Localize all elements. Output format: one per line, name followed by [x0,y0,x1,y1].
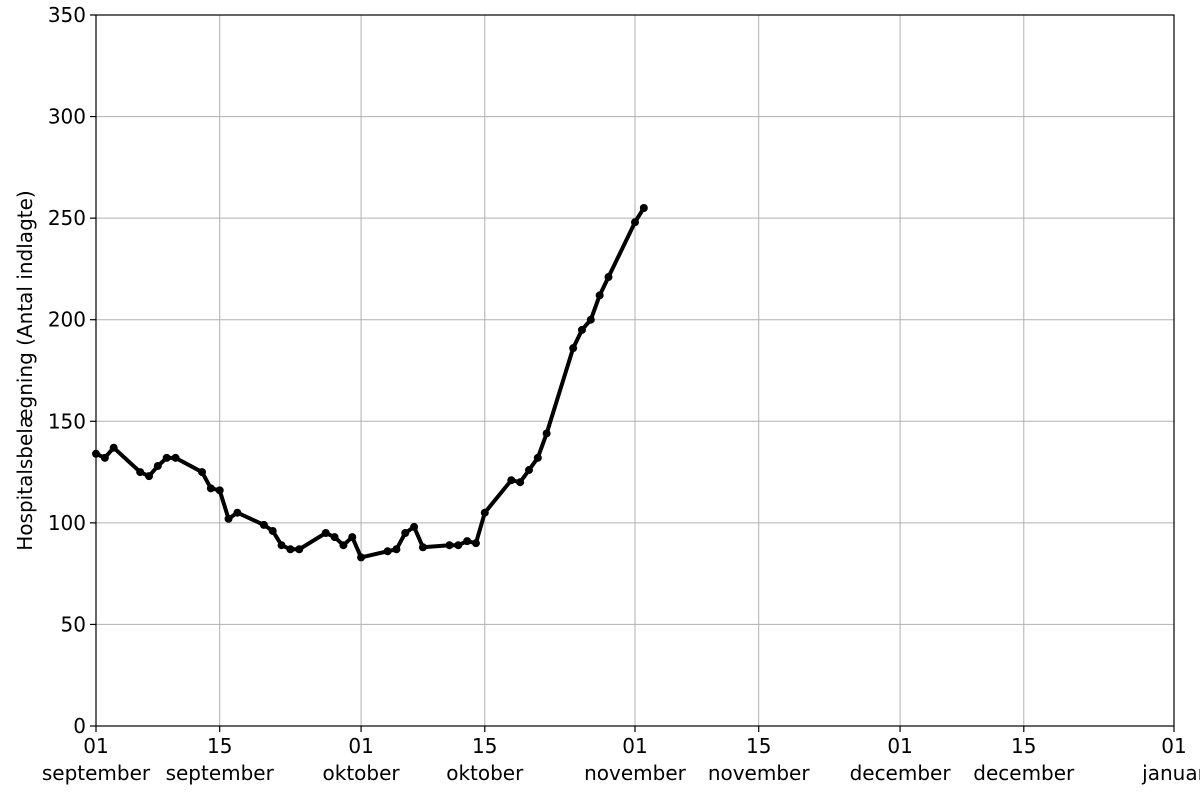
data-point [410,522,419,531]
x-tick-label-day: 15 [1011,734,1036,758]
data-point [215,486,224,495]
y-tick-label: 150 [48,409,86,433]
data-point [339,541,348,550]
x-tick-label-day: 01 [887,734,912,758]
x-tick-label-day: 15 [746,734,771,758]
data-point [524,466,533,475]
x-tick-label-day: 01 [622,734,647,758]
y-tick-label: 350 [48,3,86,27]
y-tick-label: 100 [48,511,86,535]
y-tick-label: 300 [48,105,86,129]
data-point [286,545,295,554]
data-point [224,514,233,523]
data-point [206,484,215,493]
data-point [639,203,648,212]
x-tick-label: 01 oktober [323,734,401,785]
x-tick-label-day: 15 [472,734,497,758]
x-tick-label-month: november [584,761,687,785]
data-point [631,218,639,227]
x-tick-label-month: september [42,761,151,785]
data-point [577,325,586,334]
data-point [357,553,366,562]
x-tick-label: 15 november [708,734,811,785]
x-tick-label: 15 december [973,734,1075,785]
data-point [383,547,392,556]
data-point [542,429,551,438]
x-tick-label: 15 oktober [446,734,524,785]
x-tick-label-day: 01 [348,734,373,758]
x-tick-label-month: oktober [446,761,524,785]
x-tick-label-month: december [973,761,1075,785]
data-point [109,443,118,452]
data-point [268,526,277,535]
data-point [401,529,410,538]
data-point [321,529,330,538]
x-tick-label-day: 15 [207,734,232,758]
axis-ticks [90,14,1175,732]
data-point [445,541,454,550]
x-tick-label-month: december [850,761,952,785]
x-tick-label: 01 januar [1141,734,1200,785]
y-tick-label: 0 [73,714,86,738]
series-layer [92,203,648,562]
data-point [507,476,516,485]
y-tick-labels: 0 50 100 150 200 250 300 350 [48,3,86,738]
x-tick-labels: 01 september 15 september 01 oktober 15 oktober… [42,734,1200,785]
data-point [348,533,357,542]
data-point [471,539,480,548]
data-point [295,545,304,554]
x-tick-label-month: november [708,761,811,785]
data-point [100,453,109,462]
y-axis-title: Hospitalsbelægning (Antal indlagte) [13,190,37,550]
x-tick-label-month: oktober [323,761,401,785]
plot-frame [95,14,1175,727]
data-point [516,478,525,487]
data-point [259,520,268,529]
x-tick-label-month: september [166,761,275,785]
data-point [171,453,180,462]
data-point [463,537,472,546]
data-point [145,472,154,481]
x-tick-label-month: januar [1141,761,1200,785]
x-tick-label: 15 september [166,734,275,785]
data-point [454,541,463,550]
data-point [586,315,595,324]
y-tick-label: 50 [61,612,86,636]
x-tick-label: 01 november [584,734,687,785]
data-point [277,541,286,550]
x-tick-label: 01 september [42,734,151,785]
data-point [153,461,162,470]
data-point [604,273,613,282]
data-point [392,545,401,554]
y-tick-label: 200 [48,308,86,332]
data-point [136,468,145,477]
x-tick-label: 01 december [850,734,952,785]
y-tick-label: 250 [48,206,86,230]
data-point [480,508,489,517]
data-point [233,508,242,517]
data-point [198,468,207,477]
data-point [533,453,542,462]
data-point [569,344,578,353]
grid-lines [95,14,1175,727]
data-point [595,291,604,300]
data-point [330,533,339,542]
data-point [418,543,427,552]
data-point [162,453,171,462]
x-tick-label-day: 01 [83,734,108,758]
x-tick-label-day: 01 [1161,734,1186,758]
